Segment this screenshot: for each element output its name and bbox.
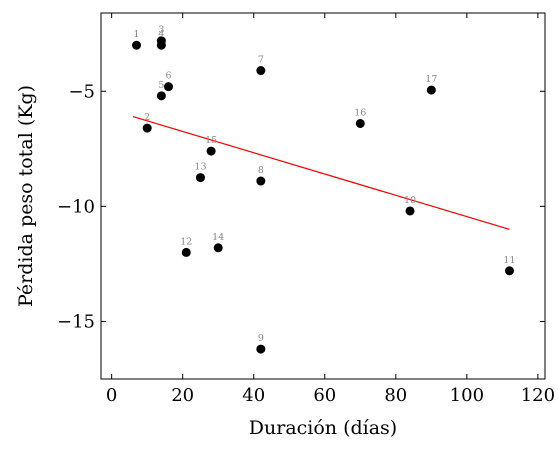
data-point	[132, 40, 142, 50]
point-label: 15	[205, 135, 217, 146]
x-tick-label: 100	[450, 385, 484, 406]
point-label: 8	[258, 165, 264, 176]
point-label: 6	[165, 71, 171, 82]
x-tick-label: 120	[521, 385, 555, 406]
point-label: 7	[258, 55, 264, 66]
point-label: 17	[425, 74, 437, 85]
trendline	[132, 116, 510, 230]
point-label: 16	[354, 107, 366, 118]
point-label: 10	[404, 195, 416, 206]
plot-frame	[100, 12, 546, 380]
data-point	[256, 66, 266, 76]
data-point	[181, 247, 191, 257]
y-axis-title: Pérdida peso total (Kg)	[15, 85, 37, 307]
data-point	[156, 91, 166, 101]
x-tick-label: 40	[242, 385, 265, 406]
point-label: 12	[180, 236, 192, 247]
x-tick-label: 0	[106, 385, 117, 406]
y-tick-label: −15	[57, 311, 95, 332]
x-tick-label: 60	[313, 385, 336, 406]
data-point	[256, 176, 266, 186]
data-point	[426, 85, 436, 95]
data-point	[156, 40, 166, 50]
data-point	[206, 146, 216, 156]
axis-ticks: 0 20 40 60 80 100 120 −5 −10 −15	[57, 13, 555, 406]
data-point	[355, 118, 365, 128]
point-label: 3	[158, 25, 164, 36]
data-point	[213, 243, 223, 253]
data-point	[195, 173, 205, 183]
point-label: 5	[158, 80, 164, 91]
x-tick-label: 20	[171, 385, 194, 406]
data-point	[504, 266, 514, 276]
point-label: 11	[503, 255, 515, 266]
data-point	[405, 206, 415, 216]
trendline-layer	[132, 116, 510, 230]
data-point	[142, 123, 152, 133]
y-tick-label: −10	[57, 196, 95, 217]
data-point	[256, 344, 266, 354]
data-point	[163, 82, 173, 92]
point-label: 14	[212, 232, 224, 243]
x-axis-title: Duración (días)	[249, 417, 397, 439]
y-tick-label: −5	[68, 81, 95, 102]
point-label: 9	[258, 333, 264, 344]
data-points	[132, 36, 514, 354]
point-label: 4	[158, 29, 164, 40]
point-label: 1	[133, 29, 139, 40]
point-label: 2	[144, 112, 150, 123]
x-tick-label: 80	[384, 385, 407, 406]
point-label: 13	[194, 162, 206, 173]
